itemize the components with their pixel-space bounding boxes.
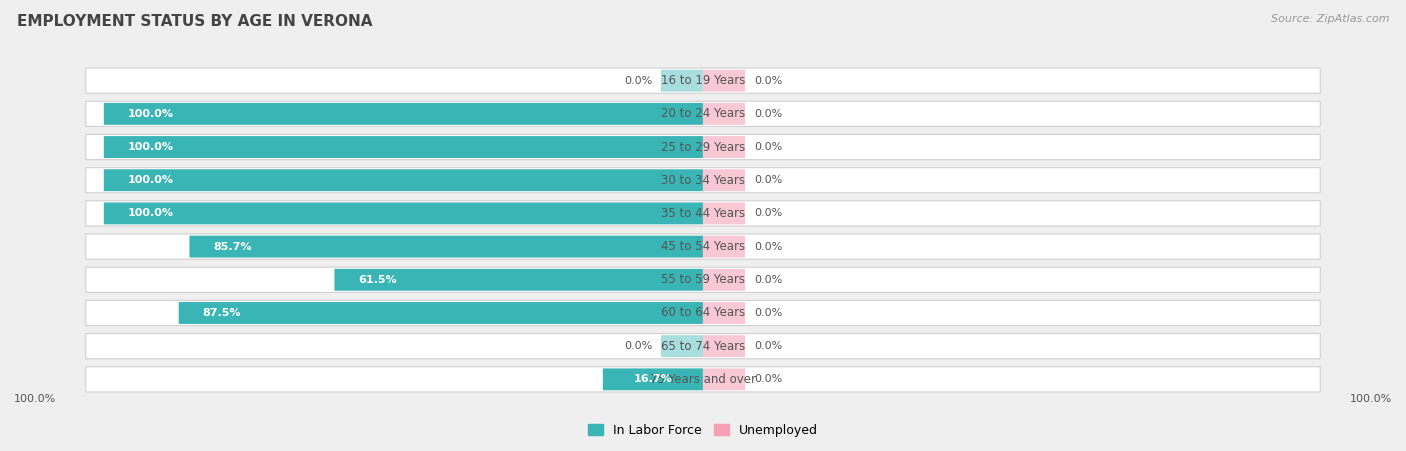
Text: 100.0%: 100.0% [1350, 394, 1392, 404]
Text: 0.0%: 0.0% [754, 341, 782, 351]
Text: Source: ZipAtlas.com: Source: ZipAtlas.com [1271, 14, 1389, 23]
FancyBboxPatch shape [86, 168, 1320, 193]
Legend: In Labor Force, Unemployed: In Labor Force, Unemployed [583, 419, 823, 442]
Text: 30 to 34 Years: 30 to 34 Years [661, 174, 745, 187]
FancyBboxPatch shape [86, 68, 1320, 93]
FancyBboxPatch shape [104, 103, 703, 125]
FancyBboxPatch shape [86, 334, 1320, 359]
Text: 0.0%: 0.0% [624, 341, 652, 351]
FancyBboxPatch shape [703, 103, 745, 125]
FancyBboxPatch shape [603, 368, 703, 390]
Text: 0.0%: 0.0% [754, 109, 782, 119]
FancyBboxPatch shape [86, 267, 1320, 292]
FancyBboxPatch shape [86, 234, 1320, 259]
FancyBboxPatch shape [703, 202, 745, 224]
Text: 0.0%: 0.0% [754, 374, 782, 384]
FancyBboxPatch shape [86, 300, 1320, 326]
Text: 0.0%: 0.0% [754, 142, 782, 152]
FancyBboxPatch shape [335, 269, 703, 291]
FancyBboxPatch shape [703, 236, 745, 258]
FancyBboxPatch shape [703, 269, 745, 291]
FancyBboxPatch shape [703, 302, 745, 324]
FancyBboxPatch shape [86, 201, 1320, 226]
Text: 16.7%: 16.7% [634, 374, 672, 384]
Text: 100.0%: 100.0% [128, 109, 174, 119]
Text: 0.0%: 0.0% [754, 76, 782, 86]
FancyBboxPatch shape [703, 368, 745, 390]
FancyBboxPatch shape [661, 70, 703, 92]
Text: 0.0%: 0.0% [754, 175, 782, 185]
FancyBboxPatch shape [703, 136, 745, 158]
FancyBboxPatch shape [703, 335, 745, 357]
Text: 0.0%: 0.0% [754, 275, 782, 285]
FancyBboxPatch shape [661, 335, 703, 357]
Text: 100.0%: 100.0% [128, 208, 174, 218]
Text: 25 to 29 Years: 25 to 29 Years [661, 141, 745, 153]
FancyBboxPatch shape [86, 367, 1320, 392]
Text: 20 to 24 Years: 20 to 24 Years [661, 107, 745, 120]
Text: 0.0%: 0.0% [754, 242, 782, 252]
Text: 0.0%: 0.0% [754, 308, 782, 318]
FancyBboxPatch shape [104, 202, 703, 224]
Text: 61.5%: 61.5% [359, 275, 396, 285]
FancyBboxPatch shape [86, 101, 1320, 126]
FancyBboxPatch shape [104, 169, 703, 191]
FancyBboxPatch shape [190, 236, 703, 258]
FancyBboxPatch shape [703, 70, 745, 92]
Text: EMPLOYMENT STATUS BY AGE IN VERONA: EMPLOYMENT STATUS BY AGE IN VERONA [17, 14, 373, 28]
Text: 100.0%: 100.0% [128, 175, 174, 185]
Text: 87.5%: 87.5% [202, 308, 242, 318]
Text: 65 to 74 Years: 65 to 74 Years [661, 340, 745, 353]
Text: 75 Years and over: 75 Years and over [650, 373, 756, 386]
Text: 0.0%: 0.0% [624, 76, 652, 86]
Text: 100.0%: 100.0% [128, 142, 174, 152]
Text: 45 to 54 Years: 45 to 54 Years [661, 240, 745, 253]
FancyBboxPatch shape [703, 169, 745, 191]
FancyBboxPatch shape [179, 302, 703, 324]
Text: 85.7%: 85.7% [214, 242, 252, 252]
Text: 35 to 44 Years: 35 to 44 Years [661, 207, 745, 220]
Text: 55 to 59 Years: 55 to 59 Years [661, 273, 745, 286]
FancyBboxPatch shape [86, 134, 1320, 160]
Text: 16 to 19 Years: 16 to 19 Years [661, 74, 745, 87]
Text: 0.0%: 0.0% [754, 208, 782, 218]
Text: 60 to 64 Years: 60 to 64 Years [661, 307, 745, 319]
FancyBboxPatch shape [104, 136, 703, 158]
Text: 100.0%: 100.0% [14, 394, 56, 404]
